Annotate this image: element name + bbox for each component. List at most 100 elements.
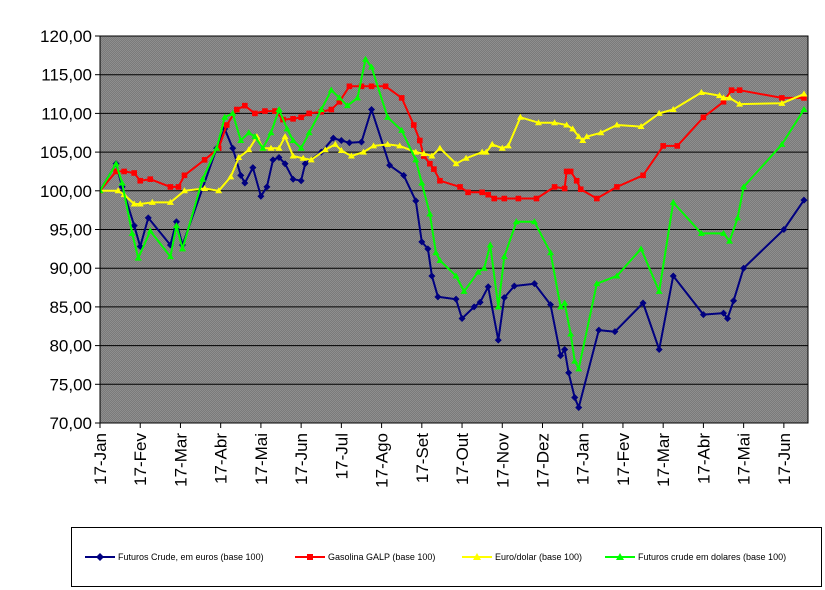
data-point xyxy=(637,123,645,130)
data-point xyxy=(327,86,335,93)
data-point xyxy=(573,177,580,184)
data-point xyxy=(167,184,174,190)
x-tick-label: 17-Jan xyxy=(91,433,110,485)
data-point xyxy=(353,94,361,101)
data-point xyxy=(561,299,569,306)
data-point xyxy=(306,110,312,117)
data-point xyxy=(237,136,245,143)
data-point xyxy=(251,133,259,140)
data-point xyxy=(583,133,591,140)
data-point xyxy=(130,200,138,207)
data-point xyxy=(726,237,734,244)
data-point xyxy=(530,280,538,288)
data-point xyxy=(458,315,466,323)
data-point xyxy=(368,63,376,70)
data-point xyxy=(740,264,748,272)
plot-border xyxy=(99,35,809,424)
data-point xyxy=(252,110,258,117)
data-point xyxy=(533,195,540,202)
y-tick-label: 80,00 xyxy=(49,337,92,356)
y-tick-label: 105,00 xyxy=(40,143,92,162)
data-point xyxy=(800,196,808,204)
data-point xyxy=(465,189,471,196)
data-point xyxy=(460,287,468,294)
data-point xyxy=(669,106,677,113)
legend-item-crude-dolares: Futuros crude em dolares (base 100) xyxy=(605,549,786,565)
data-point xyxy=(669,272,677,280)
data-point xyxy=(347,152,355,159)
data-point xyxy=(697,89,705,96)
data-point xyxy=(181,172,188,179)
data-point xyxy=(121,168,127,175)
data-point xyxy=(504,142,512,149)
data-point xyxy=(428,152,436,159)
data-point xyxy=(175,184,182,190)
data-point xyxy=(613,272,621,279)
data-point xyxy=(221,113,229,120)
legend-label: Gasolina GALP (base 100) xyxy=(328,552,436,562)
data-point xyxy=(337,147,345,154)
legend-label: Futuros crude em dolares (base 100) xyxy=(638,552,787,562)
data-point xyxy=(112,160,120,167)
data-point xyxy=(359,148,367,155)
data-point xyxy=(561,185,568,192)
data-point xyxy=(249,164,257,172)
x-tick-label: 17-Jan xyxy=(574,433,593,485)
data-point xyxy=(418,179,426,186)
data-point xyxy=(700,114,707,121)
data-point xyxy=(424,245,432,253)
data-point xyxy=(398,126,406,133)
data-point xyxy=(597,129,605,136)
data-point xyxy=(237,171,245,179)
data-point xyxy=(346,83,353,90)
data-point xyxy=(639,299,647,307)
data-point xyxy=(368,83,375,90)
data-point xyxy=(547,301,555,309)
data-point xyxy=(384,113,392,120)
data-point xyxy=(357,138,365,146)
data-point xyxy=(800,106,808,113)
data-point xyxy=(130,222,138,230)
data-point xyxy=(569,125,577,132)
data-point xyxy=(563,121,571,128)
data-point xyxy=(530,218,538,225)
data-point xyxy=(730,297,738,305)
data-point xyxy=(305,129,313,136)
data-point xyxy=(269,156,277,164)
series-futuros-crude-em-euros-base-100 xyxy=(100,106,808,412)
data-point xyxy=(494,303,502,310)
data-point xyxy=(420,150,428,157)
y-tick-label: 100,00 xyxy=(40,182,92,201)
data-point xyxy=(778,99,786,106)
data-point xyxy=(180,187,188,194)
data-point xyxy=(510,282,518,290)
x-axis: 17-Jan 17-Fev 17-Mar 17-Abr 17-Mai 17-Jun 17-J… xyxy=(91,423,794,488)
data-point xyxy=(498,144,506,151)
data-point xyxy=(720,229,728,236)
data-point xyxy=(432,249,440,256)
data-point xyxy=(343,102,351,109)
data-point xyxy=(480,264,488,271)
y-tick-label: 75,00 xyxy=(49,375,92,394)
data-point xyxy=(551,119,559,126)
data-point xyxy=(331,140,339,147)
data-point xyxy=(674,143,681,149)
legend-marker-square-icon xyxy=(295,554,325,560)
data-point xyxy=(418,238,426,246)
data-point xyxy=(199,175,207,182)
y-tick-label: 85,00 xyxy=(49,298,92,317)
legend-label: Euro/dolar (base 100) xyxy=(495,552,583,562)
data-point xyxy=(412,156,420,163)
series-euro-dolar-base-100 xyxy=(100,89,808,207)
data-point xyxy=(336,98,343,105)
data-point xyxy=(452,295,460,303)
data-point xyxy=(486,241,494,248)
data-point xyxy=(301,160,309,168)
data-point xyxy=(241,179,249,187)
data-point xyxy=(400,171,408,179)
data-point xyxy=(281,160,289,168)
data-point xyxy=(501,195,508,202)
data-point xyxy=(297,144,305,151)
data-point xyxy=(136,200,144,207)
data-point xyxy=(100,187,104,194)
